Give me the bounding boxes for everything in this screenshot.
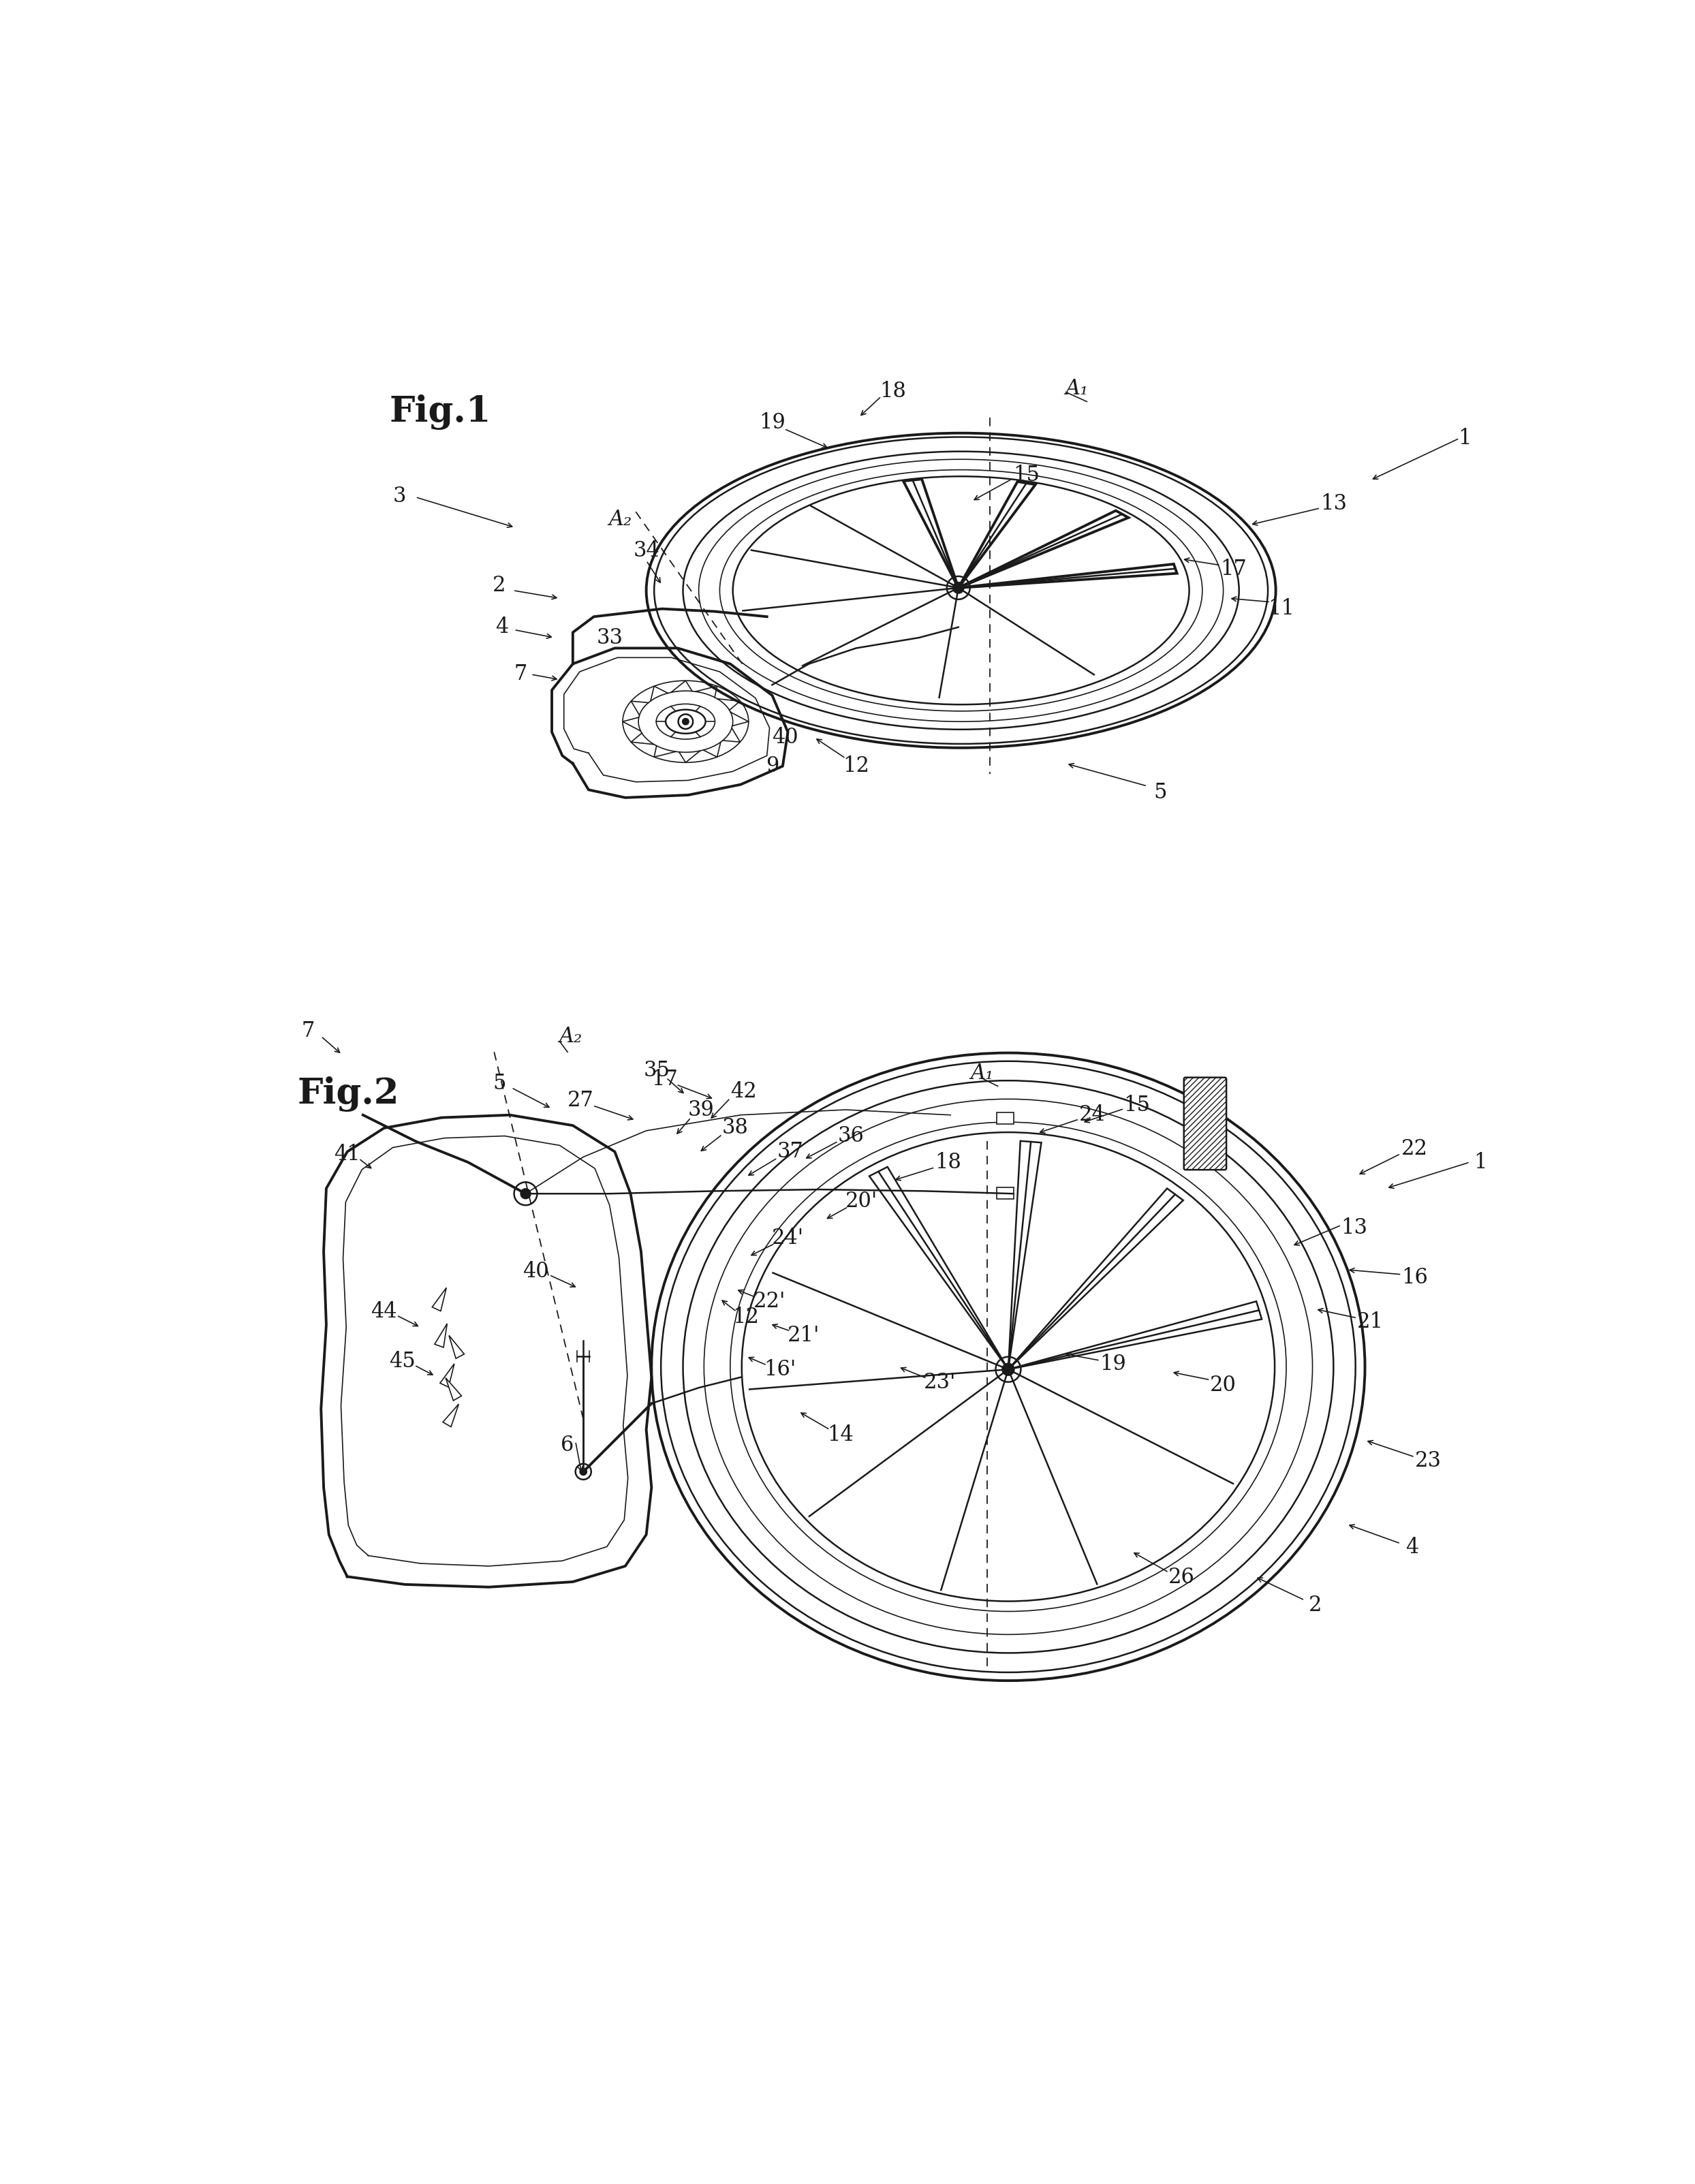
- Polygon shape: [958, 511, 1129, 587]
- Text: 33: 33: [597, 627, 622, 649]
- Text: 9: 9: [766, 756, 778, 778]
- Text: 2: 2: [1309, 1594, 1322, 1616]
- Text: 23': 23': [924, 1372, 956, 1393]
- Polygon shape: [1009, 1302, 1261, 1369]
- Text: 44: 44: [371, 1302, 397, 1321]
- Text: 20: 20: [1210, 1374, 1237, 1396]
- Text: 7: 7: [514, 664, 527, 686]
- Text: 6: 6: [561, 1435, 575, 1457]
- Text: 18: 18: [934, 1151, 961, 1173]
- Text: 27: 27: [568, 1090, 593, 1112]
- Text: 40: 40: [524, 1260, 549, 1282]
- Text: 21': 21': [788, 1326, 820, 1345]
- Text: A₁: A₁: [1064, 378, 1088, 400]
- Text: 17: 17: [651, 1068, 678, 1090]
- Text: 15: 15: [1014, 465, 1039, 485]
- Text: 36: 36: [837, 1125, 864, 1147]
- Polygon shape: [1009, 1188, 1183, 1369]
- Polygon shape: [449, 1334, 464, 1358]
- Text: 2: 2: [493, 574, 507, 596]
- Text: 16': 16': [764, 1358, 797, 1380]
- FancyBboxPatch shape: [997, 1188, 1014, 1199]
- Text: 17: 17: [1220, 559, 1248, 581]
- Polygon shape: [442, 1404, 459, 1426]
- Circle shape: [1002, 1363, 1014, 1376]
- Text: 13: 13: [1320, 494, 1348, 515]
- Polygon shape: [870, 1166, 1009, 1369]
- Polygon shape: [1009, 1140, 1041, 1369]
- Text: A₂: A₂: [559, 1026, 581, 1046]
- Text: 21: 21: [1358, 1313, 1383, 1332]
- Text: 18: 18: [880, 380, 907, 402]
- Text: 20': 20': [846, 1190, 878, 1212]
- Text: 45: 45: [390, 1352, 415, 1372]
- Text: 4: 4: [1405, 1538, 1419, 1559]
- Text: 41: 41: [334, 1144, 361, 1164]
- Polygon shape: [958, 483, 1036, 587]
- Polygon shape: [958, 563, 1176, 587]
- FancyBboxPatch shape: [997, 1112, 1014, 1125]
- Text: 24': 24': [771, 1227, 803, 1249]
- Circle shape: [580, 1468, 586, 1474]
- Text: 14: 14: [827, 1424, 854, 1446]
- Text: 23: 23: [1415, 1450, 1441, 1472]
- Text: 1: 1: [1458, 428, 1471, 450]
- Text: 37: 37: [778, 1142, 803, 1162]
- Text: 22': 22': [753, 1291, 786, 1313]
- Polygon shape: [432, 1289, 446, 1310]
- Text: 39: 39: [688, 1099, 715, 1120]
- Text: 19: 19: [759, 413, 785, 432]
- Text: 12: 12: [732, 1306, 759, 1328]
- Text: 40: 40: [773, 727, 798, 747]
- Text: 34: 34: [632, 542, 659, 561]
- Text: 19: 19: [1100, 1354, 1127, 1374]
- Polygon shape: [903, 478, 958, 587]
- Text: 42: 42: [731, 1081, 756, 1103]
- Circle shape: [953, 583, 964, 594]
- Polygon shape: [434, 1324, 447, 1348]
- Polygon shape: [446, 1378, 461, 1400]
- Text: A₁: A₁: [970, 1061, 993, 1083]
- Polygon shape: [441, 1363, 454, 1387]
- Text: 35: 35: [644, 1059, 670, 1081]
- Text: 24: 24: [1080, 1105, 1105, 1125]
- Text: 12: 12: [842, 756, 870, 778]
- Text: 15: 15: [1124, 1094, 1149, 1116]
- Text: 3: 3: [393, 485, 407, 507]
- Text: 13: 13: [1341, 1216, 1368, 1238]
- Text: 11: 11: [1268, 598, 1295, 620]
- Text: 38: 38: [722, 1118, 749, 1138]
- Text: 5: 5: [493, 1072, 507, 1094]
- Circle shape: [520, 1188, 531, 1199]
- Text: Fig.1: Fig.1: [390, 395, 492, 430]
- Text: 5: 5: [1154, 782, 1166, 804]
- Text: 26: 26: [1168, 1568, 1195, 1588]
- Text: Fig.2: Fig.2: [297, 1077, 400, 1112]
- FancyBboxPatch shape: [1183, 1077, 1227, 1171]
- Text: 16: 16: [1402, 1267, 1427, 1289]
- Text: 4: 4: [495, 616, 508, 638]
- Text: 1: 1: [1473, 1151, 1487, 1173]
- Text: A₂: A₂: [609, 509, 632, 531]
- Text: 22: 22: [1402, 1138, 1429, 1160]
- Text: 7: 7: [302, 1020, 315, 1042]
- Circle shape: [683, 719, 688, 725]
